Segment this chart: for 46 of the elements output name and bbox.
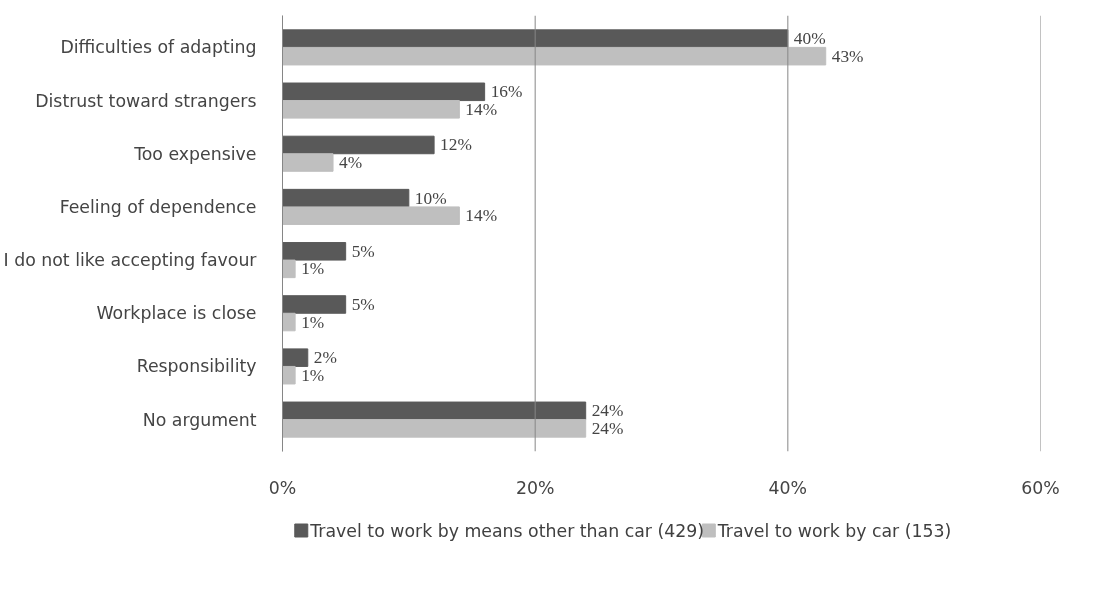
bar bbox=[282, 29, 789, 48]
y-tick-label: No argument bbox=[142, 409, 257, 430]
bar bbox=[282, 135, 435, 155]
data-label: 2% bbox=[313, 348, 337, 368]
y-tick-label: Distrust toward strangers bbox=[35, 90, 257, 111]
data-label: 24% bbox=[591, 401, 624, 421]
x-tick-label: 40% bbox=[768, 477, 808, 498]
bar bbox=[282, 100, 460, 119]
bar bbox=[282, 206, 460, 225]
data-label: 24% bbox=[591, 418, 624, 438]
data-label: 16% bbox=[490, 82, 523, 102]
data-label: 4% bbox=[339, 153, 363, 173]
data-label: 5% bbox=[351, 241, 375, 261]
data-label: 1% bbox=[301, 259, 325, 279]
data-label: 14% bbox=[465, 99, 498, 119]
bar bbox=[282, 153, 334, 172]
bar bbox=[282, 312, 296, 332]
data-label: 43% bbox=[831, 46, 864, 66]
y-tick-label: Too expensive bbox=[133, 143, 257, 164]
y-tick-label: Difficulties of adapting bbox=[60, 37, 257, 58]
legend-label: Travel to work by means other than car (429) bbox=[309, 520, 705, 541]
data-label: 5% bbox=[351, 294, 375, 314]
bar bbox=[282, 348, 309, 367]
legend-label: Travel to work by car (153) bbox=[716, 520, 952, 541]
bar bbox=[282, 242, 347, 261]
bar bbox=[282, 419, 587, 438]
data-label: 1% bbox=[301, 365, 325, 385]
y-tick-label: I do not like accepting favour bbox=[3, 250, 258, 271]
y-tick-label: Responsibility bbox=[136, 356, 257, 377]
bar bbox=[282, 259, 296, 279]
x-tick-label: 0% bbox=[268, 477, 297, 498]
x-tick-label: 60% bbox=[1021, 477, 1060, 498]
bar bbox=[282, 365, 296, 385]
bar bbox=[282, 46, 827, 66]
y-tick-label: Workplace is close bbox=[96, 303, 257, 324]
bar bbox=[282, 188, 410, 208]
data-label: 12% bbox=[440, 135, 472, 155]
data-label: 14% bbox=[465, 206, 498, 226]
bar bbox=[282, 82, 486, 102]
x-tick-label: 20% bbox=[515, 477, 555, 498]
data-label: 1% bbox=[301, 312, 325, 332]
bar bbox=[282, 295, 347, 314]
y-tick-label: Feeling of dependence bbox=[59, 196, 257, 217]
bar bbox=[282, 401, 587, 421]
data-label: 10% bbox=[414, 188, 447, 208]
data-label: 40% bbox=[793, 29, 826, 49]
